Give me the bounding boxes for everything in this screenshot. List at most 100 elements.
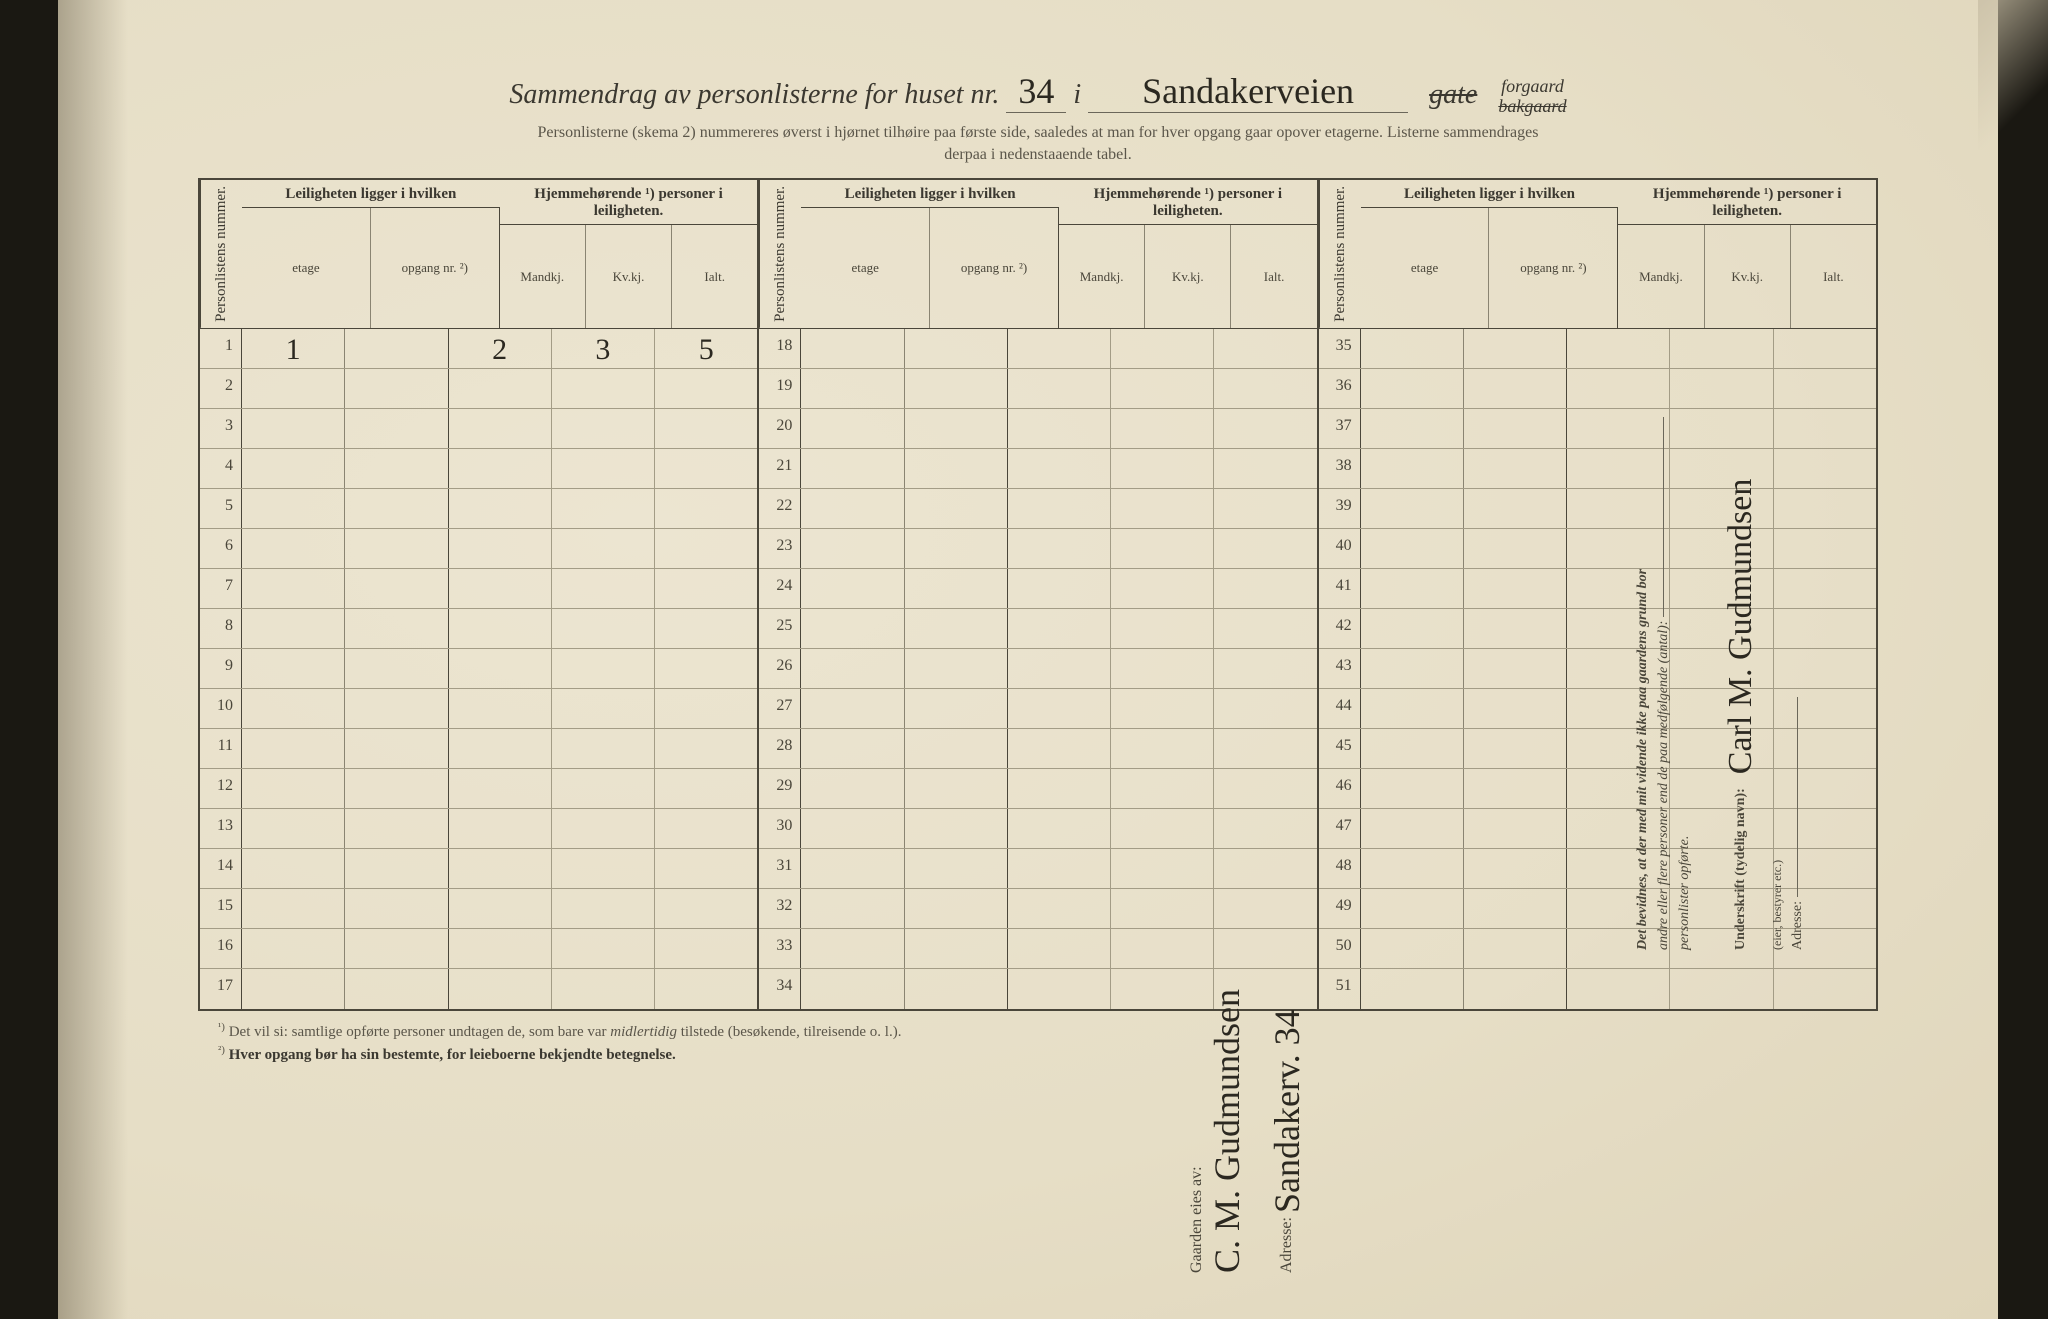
row-number: 19	[759, 369, 801, 408]
cell-kvkj	[1111, 889, 1214, 928]
cell-opgang	[345, 489, 448, 528]
cell-mandkj	[1008, 609, 1111, 648]
col-mandkj: Mandkj.	[1059, 225, 1145, 328]
col-hjemmehorende: Hjemmehørende ¹) personer i leiligheten.	[500, 180, 758, 225]
row-number: 24	[759, 569, 801, 608]
cell-mandkj	[449, 769, 552, 808]
cell-kvkj: 3	[552, 329, 655, 368]
row-number: 28	[759, 729, 801, 768]
cell-etage	[242, 849, 345, 888]
cell-ialt	[655, 569, 757, 608]
cell-opgang	[345, 449, 448, 488]
owner-label: Gaarden eies av:	[1188, 1166, 1205, 1273]
cell-etage	[801, 769, 904, 808]
cell-mandkj	[1008, 449, 1111, 488]
row-number: 8	[200, 609, 242, 648]
cell-opgang	[905, 369, 1008, 408]
cell-kvkj	[1111, 849, 1214, 888]
row-number: 26	[759, 649, 801, 688]
house-number-handwritten: 34	[1006, 70, 1066, 113]
cell-opgang	[905, 689, 1008, 728]
cell-opgang	[345, 369, 448, 408]
cell-opgang	[345, 569, 448, 608]
cell-kvkj	[1111, 409, 1214, 448]
cell-etage	[1361, 769, 1464, 808]
table-row: 33	[759, 929, 1316, 969]
bakgaard-strikethrough: bakgaard	[1498, 96, 1566, 116]
cell-kvkj	[1111, 609, 1214, 648]
cell-opgang	[905, 409, 1008, 448]
cell-ialt	[1214, 689, 1316, 728]
cell-opgang	[1464, 609, 1567, 648]
table-row: 25	[759, 609, 1316, 649]
personlister-text: personlister opførte.	[1677, 836, 1692, 950]
cell-kvkj	[552, 489, 655, 528]
cell-ialt	[655, 609, 757, 648]
cell-ialt	[1214, 649, 1316, 688]
cell-etage	[801, 529, 904, 568]
cell-etage	[801, 929, 904, 968]
cell-ialt	[655, 929, 757, 968]
table-row: 10	[200, 689, 757, 729]
table-row: 19	[759, 369, 1316, 409]
col-etage: etage	[242, 208, 371, 328]
cell-mandkj	[1008, 649, 1111, 688]
col-opgang: opgang nr. ²)	[1489, 208, 1618, 328]
col-ialt: Ialt.	[672, 225, 757, 328]
cell-etage	[242, 609, 345, 648]
cell-etage	[242, 489, 345, 528]
cell-mandkj	[1008, 889, 1111, 928]
summary-table: Personlistens nummer.Leiligheten ligger …	[198, 178, 1878, 1011]
cell-etage	[242, 769, 345, 808]
cell-opgang	[1464, 409, 1567, 448]
cell-kvkj	[1111, 489, 1214, 528]
cell-kvkj	[552, 409, 655, 448]
row-number: 12	[200, 769, 242, 808]
cell-opgang	[1464, 529, 1567, 568]
cell-opgang	[1464, 329, 1567, 368]
footnote-2-marker: ²)	[218, 1044, 225, 1056]
cell-mandkj	[449, 489, 552, 528]
cell-opgang	[1464, 929, 1567, 968]
table-row: 20	[759, 409, 1316, 449]
row-number: 20	[759, 409, 801, 448]
col-opgang: opgang nr. ²)	[930, 208, 1059, 328]
row-number: 10	[200, 689, 242, 728]
cell-kvkj	[552, 449, 655, 488]
cell-etage	[242, 969, 345, 1009]
col-leiligheten: Leiligheten ligger i hvilken	[1361, 180, 1619, 208]
row-number: 49	[1319, 889, 1361, 928]
table-row: 7	[200, 569, 757, 609]
cell-kvkj	[1111, 449, 1214, 488]
col-kvkj: Kv.kj.	[1145, 225, 1231, 328]
cell-kvkj	[552, 529, 655, 568]
cell-etage	[242, 409, 345, 448]
underskrift-label: Underskrift (tydelig navn):	[1733, 788, 1748, 950]
cell-ialt	[655, 369, 757, 408]
cell-opgang	[1464, 809, 1567, 848]
table-row: 9	[200, 649, 757, 689]
cell-opgang	[905, 809, 1008, 848]
cell-opgang	[345, 729, 448, 768]
row-number: 50	[1319, 929, 1361, 968]
cell-etage	[242, 569, 345, 608]
table-row: 27	[759, 689, 1316, 729]
cell-etage	[1361, 889, 1464, 928]
cell-opgang	[1464, 769, 1567, 808]
row-number: 30	[759, 809, 801, 848]
cell-etage	[1361, 529, 1464, 568]
table-row: 23	[759, 529, 1316, 569]
cell-mandkj	[449, 809, 552, 848]
row-number: 21	[759, 449, 801, 488]
cell-mandkj	[1008, 809, 1111, 848]
footnotes: ¹) Det vil si: samtlige opførte personer…	[198, 1021, 1878, 1064]
row-number: 44	[1319, 689, 1361, 728]
cell-kvkj	[552, 609, 655, 648]
cell-ialt	[655, 809, 757, 848]
cell-ialt	[1214, 409, 1316, 448]
andre-text: andre eller flere personer end de paa me…	[1656, 621, 1671, 950]
cell-ialt	[1214, 609, 1316, 648]
cell-etage	[801, 889, 904, 928]
cell-ialt	[1774, 969, 1876, 1009]
side-adresse-label: Adresse:	[1790, 901, 1805, 950]
